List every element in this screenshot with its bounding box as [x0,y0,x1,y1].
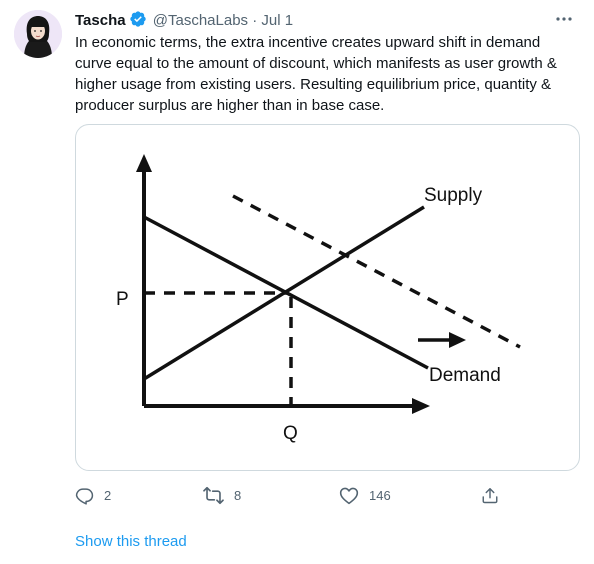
supply-demand-diagram: Supply Demand P Q [116,154,521,444]
price-label: P [116,289,129,310]
tweet-header: Tascha @TaschaLabs · Jul 1 [75,10,574,30]
reply-count: 2 [104,487,112,503]
reply-button[interactable]: 2 [75,484,111,506]
supply-label: Supply [424,185,483,206]
heart-icon [339,486,359,505]
retweet-button[interactable]: 8 [203,484,241,506]
show-thread-link[interactable]: Show this thread [75,533,187,550]
action-bar: 2 8 146 [75,484,580,506]
avatar[interactable] [14,10,62,58]
tweet-date[interactable]: Jul 1 [261,12,294,29]
y-axis-arrow [136,154,152,172]
more-options-icon[interactable] [554,8,574,28]
retweet-icon [203,486,224,505]
like-count: 146 [369,487,391,503]
share-button[interactable] [481,484,499,506]
verified-badge-icon [129,10,147,34]
x-axis-arrow [412,398,430,414]
share-icon [481,486,499,505]
tweet-text: In economic terms, the extra incentive c… [75,34,557,114]
tweet-image[interactable]: Supply Demand P Q [75,124,580,471]
reply-icon [75,486,94,505]
like-button[interactable]: 146 [339,484,391,506]
shift-arrow-head [449,332,466,348]
quantity-label: Q [283,423,298,444]
retweet-count: 8 [234,487,242,503]
author-name[interactable]: Tascha [75,12,126,29]
demand-label: Demand [429,365,501,386]
shifted-demand-curve [232,194,521,349]
author-handle[interactable]: @TaschaLabs [152,12,249,29]
separator-dot: · [252,12,258,29]
